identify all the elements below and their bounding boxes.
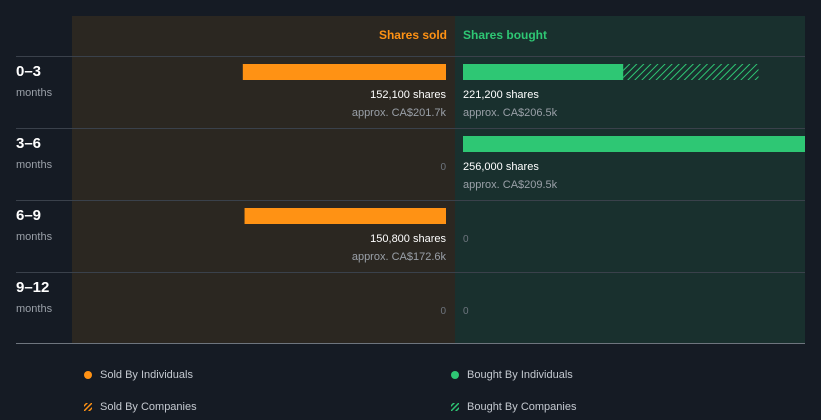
sold-zero-label: 0 <box>440 162 446 173</box>
period-unit: months <box>16 159 53 171</box>
bought-value-label: approx. CA$206.5k <box>463 107 558 119</box>
orange-hatched-icon <box>84 403 92 411</box>
bought-zero-label: 0 <box>463 306 469 317</box>
legend-label: Bought By Companies <box>467 401 577 413</box>
sold-shares-label: 150,800 shares <box>370 233 446 245</box>
sold-column-header: Shares sold <box>379 28 447 42</box>
period-unit: months <box>16 87 53 99</box>
legend-item-sold-individuals: Sold By Individuals <box>84 369 193 381</box>
sold-value-label: approx. CA$172.6k <box>352 251 447 263</box>
bought-individuals-bar <box>463 136 805 152</box>
period-label: 6–9 <box>16 207 41 224</box>
period-label: 0–3 <box>16 63 41 80</box>
bought-shares-label: 256,000 shares <box>463 161 539 173</box>
period-unit: months <box>16 231 53 243</box>
sold-individuals-bar <box>244 208 446 224</box>
legend-item-sold-companies: Sold By Companies <box>84 401 197 413</box>
bought-individuals-bar <box>463 64 624 80</box>
period-label: 3–6 <box>16 135 41 152</box>
sold-shares-label: 152,100 shares <box>370 89 446 101</box>
sold-individuals-bar <box>242 64 446 80</box>
bought-column-header: Shares bought <box>463 28 547 42</box>
period-unit: months <box>16 303 53 315</box>
orange-dot-icon <box>84 371 92 379</box>
legend-item-bought-companies: Bought By Companies <box>451 401 576 413</box>
period-label: 9–12 <box>16 279 49 296</box>
bought-zero-label: 0 <box>463 234 469 245</box>
legend-item-bought-individuals: Bought By Individuals <box>451 369 573 381</box>
sold-value-label: approx. CA$201.7k <box>352 107 447 119</box>
legend-label: Bought By Individuals <box>467 369 573 381</box>
bought-shares-label: 221,200 shares <box>463 89 539 101</box>
bought-value-label: approx. CA$209.5k <box>463 179 558 191</box>
legend-label: Sold By Companies <box>100 401 197 413</box>
sold-zero-label: 0 <box>440 306 446 317</box>
green-dot-icon <box>451 371 459 379</box>
green-hatched-icon <box>451 403 459 411</box>
legend-label: Sold By Individuals <box>100 369 193 381</box>
bought-companies-bar <box>623 64 759 80</box>
